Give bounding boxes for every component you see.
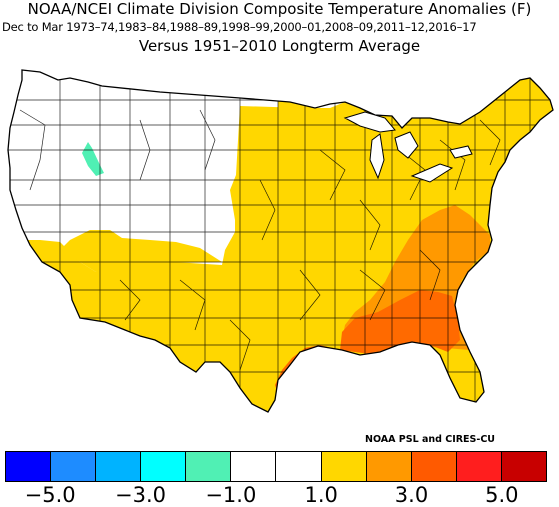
legend-swatch: [185, 451, 232, 482]
color-legend-bar: [5, 451, 547, 482]
legend-swatch: [455, 451, 502, 482]
legend-swatch: [365, 451, 412, 482]
us-outline: [7, 69, 554, 413]
legend-swatch: [5, 451, 52, 482]
us-climate-division-map: [7, 69, 554, 413]
great-lakes: [343, 111, 473, 183]
map-fill-north-dakota-warm: [278, 100, 335, 138]
map-title: NOAA/NCEI Climate Division Composite Tem…: [27, 0, 532, 18]
legend-tick-label: −3.0: [115, 483, 166, 507]
legend-tick-label: −5.0: [24, 483, 76, 507]
legend-swatch: [410, 451, 457, 482]
legend-swatch: [140, 451, 187, 482]
legend-tick-label: 1.0: [304, 483, 338, 507]
map-fill-west-neutral: [8, 70, 360, 272]
legend-swatch: [500, 451, 547, 482]
map-fill-gulf-dark-orange: [340, 290, 460, 354]
credit-label: NOAA PSL and CIRES-CU: [365, 434, 496, 445]
legend-swatch: [320, 451, 367, 482]
legend-swatch: [50, 451, 97, 482]
map-subtitle-baseline: Versus 1951–2010 Longterm Average: [138, 37, 421, 55]
legend-swatch: [275, 451, 322, 482]
legend-tick-label: −1.0: [205, 483, 257, 507]
map-fill-idaho-cool: [82, 142, 104, 176]
legend-tick-label: 3.0: [394, 483, 429, 507]
map-subtitle-years: Dec to Mar 1973–74,1983–84,1988–89,1998–…: [2, 20, 477, 34]
legend-swatch: [230, 451, 277, 482]
legend-swatch: [95, 451, 142, 482]
legend-tick-label: 5.0: [485, 483, 519, 507]
map-fill-southwest-warm: [62, 230, 222, 272]
